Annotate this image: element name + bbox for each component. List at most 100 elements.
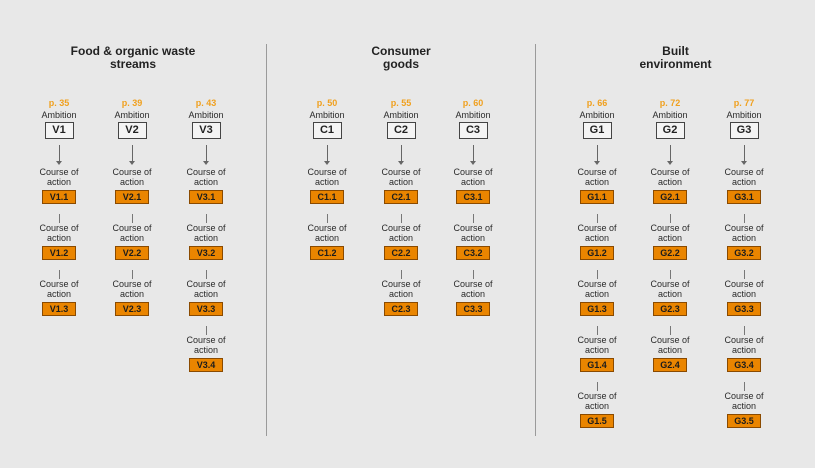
action-label-line2: action — [657, 289, 683, 299]
action-code-badge: G2.1 — [653, 190, 687, 204]
ambition-code: V1 — [44, 122, 74, 139]
course-of-action: Course of action V2.2 — [102, 223, 162, 270]
action-label-line2: action — [46, 233, 72, 243]
action-label-line2: action — [584, 401, 610, 411]
course-of-action: Course of action V1.3 — [29, 279, 89, 326]
action-label-line1: Course of — [39, 167, 79, 177]
page-reference: p. 50 — [316, 98, 338, 108]
action-label-line1: Course of — [186, 279, 226, 289]
connector-line — [205, 326, 207, 335]
action-label-line1: Course of — [577, 167, 617, 177]
action-code-badge: C2.2 — [384, 246, 418, 260]
action-code-badge: C3.1 — [456, 190, 490, 204]
action-code-badge: C3.3 — [456, 302, 490, 316]
column-g2: p. 72 Ambition G2 Course of action G2.1 Course… — [640, 96, 700, 382]
course-of-action: Course of action C2.2 — [371, 223, 431, 270]
arrow-down-icon — [567, 145, 627, 167]
course-of-action: Course of action G3.3 — [714, 279, 774, 326]
column-c1: p. 50 Ambition C1 Course of action C1.1 Course… — [297, 96, 357, 270]
action-label-line2: action — [731, 233, 757, 243]
column-v2: p. 39 Ambition V2 Course of action V2.1 Course… — [102, 96, 162, 326]
course-of-action: Course of action V3.2 — [176, 223, 236, 270]
arrow-down-icon — [640, 145, 700, 167]
course-of-action: Course of action G3.4 — [714, 335, 774, 382]
connector-line — [596, 270, 598, 279]
action-label-line1: Course of — [186, 167, 226, 177]
action-label-line2: action — [193, 177, 219, 187]
action-code-badge: G1.4 — [580, 358, 614, 372]
ambition-code: G1 — [582, 122, 612, 139]
connector-line — [131, 214, 133, 223]
action-code-badge: V1.3 — [42, 302, 76, 316]
action-code-badge: V3.3 — [189, 302, 223, 316]
action-code-badge: V2.1 — [115, 190, 149, 204]
course-of-action: Course of action G2.2 — [640, 223, 700, 270]
connector-line — [472, 270, 474, 279]
action-code-badge: V1.2 — [42, 246, 76, 260]
action-label-line1: Course of — [724, 167, 764, 177]
page-reference: p. 66 — [586, 98, 608, 108]
action-code-badge: G1.2 — [580, 246, 614, 260]
ambition-label: Ambition — [455, 110, 491, 120]
action-label-line1: Course of — [39, 223, 79, 233]
action-code-badge: V2.2 — [115, 246, 149, 260]
course-of-action: Course of action G1.3 — [567, 279, 627, 326]
action-label-line1: Course of — [724, 279, 764, 289]
ambition-code: V3 — [191, 122, 221, 139]
arrow-down-icon — [443, 145, 503, 167]
action-label-line2: action — [193, 345, 219, 355]
action-code-badge: C3.2 — [456, 246, 490, 260]
action-label-line1: Course of — [112, 167, 152, 177]
action-label-line2: action — [584, 345, 610, 355]
action-label-line1: Course of — [381, 223, 421, 233]
action-label-line2: action — [731, 345, 757, 355]
action-label-line2: action — [731, 177, 757, 187]
ambition-code: C3 — [458, 122, 488, 139]
column-g3: p. 77 Ambition G3 Course of action G3.1 Course… — [714, 96, 774, 438]
course-of-action: Course of action C3.3 — [443, 279, 503, 326]
action-code-badge: C1.2 — [310, 246, 344, 260]
connector-line — [205, 214, 207, 223]
section-divider — [535, 44, 536, 436]
page-reference: p. 35 — [48, 98, 70, 108]
action-code-badge: C2.3 — [384, 302, 418, 316]
action-label-line2: action — [193, 233, 219, 243]
page-reference: p. 43 — [195, 98, 217, 108]
action-label-line1: Course of — [381, 279, 421, 289]
action-label-line1: Course of — [307, 167, 347, 177]
column-c2: p. 55 Ambition C2 Course of action C2.1 Course… — [371, 96, 431, 326]
action-label-line1: Course of — [650, 223, 690, 233]
action-code-badge: V1.1 — [42, 190, 76, 204]
action-label-line2: action — [314, 177, 340, 187]
section-consumer-goods: Consumer goods p. 50 Ambition C1 Course of a… — [267, 0, 535, 468]
action-code-badge: G1.5 — [580, 414, 614, 428]
course-of-action: Course of action V2.3 — [102, 279, 162, 326]
connector-line — [596, 382, 598, 391]
action-label-line1: Course of — [724, 391, 764, 401]
action-code-badge: G3.5 — [727, 414, 761, 428]
section-title: Food & organic waste streams — [70, 44, 196, 71]
action-label-line1: Course of — [724, 335, 764, 345]
ambition-label: Ambition — [726, 110, 762, 120]
ambition-code: V2 — [117, 122, 147, 139]
ambition-label: Ambition — [41, 110, 77, 120]
arrow-down-icon — [102, 145, 162, 167]
action-label-line2: action — [314, 233, 340, 243]
action-label-line1: Course of — [381, 167, 421, 177]
ambition-label: Ambition — [579, 110, 615, 120]
action-label-line2: action — [119, 177, 145, 187]
action-label-line2: action — [46, 177, 72, 187]
arrow-down-icon — [176, 145, 236, 167]
action-label-line1: Course of — [577, 335, 617, 345]
connector-line — [596, 214, 598, 223]
action-label-line2: action — [584, 177, 610, 187]
connector-line — [669, 270, 671, 279]
course-of-action: Course of action C2.3 — [371, 279, 431, 326]
action-label-line2: action — [119, 289, 145, 299]
action-label-line2: action — [460, 233, 486, 243]
column-v1: p. 35 Ambition V1 Course of action V1.1 Course… — [29, 96, 89, 326]
ambition-code: G3 — [729, 122, 759, 139]
action-code-badge: G3.4 — [727, 358, 761, 372]
action-label-line1: Course of — [453, 223, 493, 233]
action-label-line1: Course of — [112, 279, 152, 289]
